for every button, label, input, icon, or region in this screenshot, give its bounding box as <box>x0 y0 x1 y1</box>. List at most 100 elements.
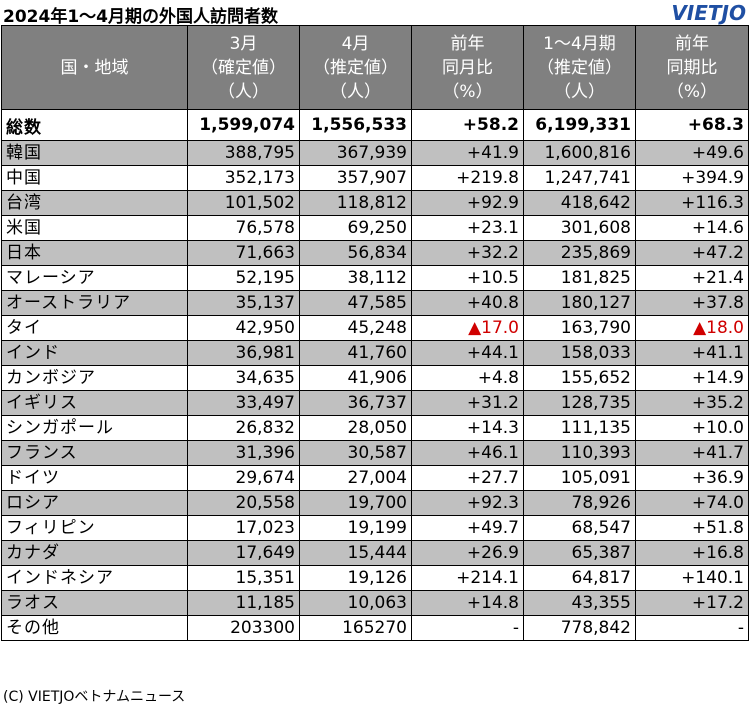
column-header-line: （人） <box>554 81 605 102</box>
country-cell: 台湾 <box>1 190 188 216</box>
country-cell: マレーシア <box>1 265 188 291</box>
value-cell: +68.3 <box>635 109 749 141</box>
column-header: 前年 同月比 （%） <box>411 25 524 110</box>
value-cell: +49.6 <box>635 140 749 166</box>
value-cell: 1,247,741 <box>523 165 636 191</box>
value-cell: +35.2 <box>635 390 749 416</box>
value-cell: 42,950 <box>187 315 300 341</box>
value-cell: ▲18.0 <box>635 315 749 341</box>
column-header-line: （人） <box>218 81 269 102</box>
value-cell: +41.9 <box>411 140 524 166</box>
value-cell: 65,387 <box>523 540 636 566</box>
value-cell: +74.0 <box>635 490 749 516</box>
value-cell: 180,127 <box>523 290 636 316</box>
value-cell: - <box>635 615 749 641</box>
value-cell: +40.8 <box>411 290 524 316</box>
value-cell: +92.3 <box>411 490 524 516</box>
value-cell: +31.2 <box>411 390 524 416</box>
table-row: 韓国 388,795 367,939 +41.9 1,600,816 +49.6 <box>1 140 749 166</box>
column-header-line: （人） <box>330 81 381 102</box>
value-cell: 388,795 <box>187 140 300 166</box>
value-cell: +14.9 <box>635 365 749 391</box>
value-cell: +92.9 <box>411 190 524 216</box>
country-cell: オーストラリア <box>1 290 188 316</box>
value-cell: 15,351 <box>187 565 300 591</box>
credit-text: (C) VIETJOベトナムニュース <box>3 689 186 705</box>
value-cell: 1,599,074 <box>187 109 300 141</box>
value-cell: 418,642 <box>523 190 636 216</box>
column-header: 4月 （推定値） （人） <box>299 25 412 110</box>
table-row: 日本 71,663 56,834 +32.2 235,869 +47.2 <box>1 240 749 266</box>
country-cell: フィリピン <box>1 515 188 541</box>
value-cell: 111,135 <box>523 415 636 441</box>
column-header-line: 同期比 <box>666 57 718 78</box>
value-cell: 76,578 <box>187 215 300 241</box>
value-cell: 101,502 <box>187 190 300 216</box>
country-cell: 米国 <box>1 215 188 241</box>
value-cell: +14.8 <box>411 590 524 616</box>
value-cell: +51.8 <box>635 515 749 541</box>
value-cell: 357,907 <box>299 165 412 191</box>
total-row: 総数 1,599,074 1,556,533 +58.2 6,199,331 +68.3 <box>1 109 749 141</box>
country-cell: ラオス <box>1 590 188 616</box>
value-cell: - <box>411 615 524 641</box>
value-cell: 118,812 <box>299 190 412 216</box>
table-body: 総数 1,599,074 1,556,533 +58.2 6,199,331 +68.3 … <box>1 109 749 641</box>
table-row: 台湾 101,502 118,812 +92.9 418,642 +116.3 <box>1 190 749 216</box>
visitors-table: 国・地域 3月 （確定値） （人） 4月 （推定値） （人） 前年 同月比 （%） 1～4月期 （推定… <box>1 25 749 641</box>
country-cell: 韓国 <box>1 140 188 166</box>
value-cell: +214.1 <box>411 565 524 591</box>
value-cell: 352,173 <box>187 165 300 191</box>
table-row: カンボジア 34,635 41,906 +4.8 155,652 +14.9 <box>1 365 749 391</box>
column-header: 3月 （確定値） （人） <box>187 25 300 110</box>
value-cell: 41,906 <box>299 365 412 391</box>
value-cell: 56,834 <box>299 240 412 266</box>
value-cell: 163,790 <box>523 315 636 341</box>
table-row: ロシア 20,558 19,700 +92.3 78,926 +74.0 <box>1 490 749 516</box>
value-cell: 110,393 <box>523 440 636 466</box>
value-cell: +17.2 <box>635 590 749 616</box>
value-cell: ▲17.0 <box>411 315 524 341</box>
value-cell: 155,652 <box>523 365 636 391</box>
column-header: 1～4月期 （推定値） （人） <box>523 25 636 110</box>
value-cell: +116.3 <box>635 190 749 216</box>
column-header-line: （%） <box>666 81 718 102</box>
header-row: 国・地域 3月 （確定値） （人） 4月 （推定値） （人） 前年 同月比 （%） 1～4月期 （推定… <box>1 25 749 110</box>
country-cell: シンガポール <box>1 415 188 441</box>
table-row: その他 203300 165270-778,842- <box>1 615 749 641</box>
value-cell: 19,126 <box>299 565 412 591</box>
value-cell: 34,635 <box>187 365 300 391</box>
column-header-line: 1～4月期 <box>543 33 616 54</box>
value-cell: 26,832 <box>187 415 300 441</box>
value-cell: +21.4 <box>635 265 749 291</box>
column-header-line: （推定値） <box>537 57 622 78</box>
value-cell: +4.8 <box>411 365 524 391</box>
value-cell: 36,981 <box>187 340 300 366</box>
table-row: シンガポール 26,832 28,050 +14.3 111,135 +10.0 <box>1 415 749 441</box>
table-row: タイ 42,950 45,248 ▲17.0 163,790 ▲18.0 <box>1 315 749 341</box>
value-cell: +41.7 <box>635 440 749 466</box>
value-cell: +14.3 <box>411 415 524 441</box>
value-cell: 36,737 <box>299 390 412 416</box>
value-cell: 1,556,533 <box>299 109 412 141</box>
value-cell: +394.9 <box>635 165 749 191</box>
value-cell: 165270 <box>299 615 412 641</box>
table-row: フィリピン 17,023 19,199 +49.7 68,547 +51.8 <box>1 515 749 541</box>
country-cell: 日本 <box>1 240 188 266</box>
value-cell: +27.7 <box>411 465 524 491</box>
value-cell: 45,248 <box>299 315 412 341</box>
table-row: 米国 76,578 69,250 +23.1 301,608 +14.6 <box>1 215 749 241</box>
value-cell: 15,444 <box>299 540 412 566</box>
value-cell: 29,674 <box>187 465 300 491</box>
country-cell: イギリス <box>1 390 188 416</box>
column-header-line: 同月比 <box>442 57 493 78</box>
value-cell: 1,600,816 <box>523 140 636 166</box>
table-row: イギリス 33,497 36,737 +31.2 128,735 +35.2 <box>1 390 749 416</box>
column-header-line: 国・地域 <box>60 57 129 78</box>
table-row: オーストラリア 35,137 47,585 +40.8 180,127 +37.8 <box>1 290 749 316</box>
page-title: 2024年1～4月期の外国人訪問者数 <box>3 7 278 27</box>
value-cell: +58.2 <box>411 109 524 141</box>
value-cell: 17,023 <box>187 515 300 541</box>
value-cell: 38,112 <box>299 265 412 291</box>
value-cell: 47,585 <box>299 290 412 316</box>
